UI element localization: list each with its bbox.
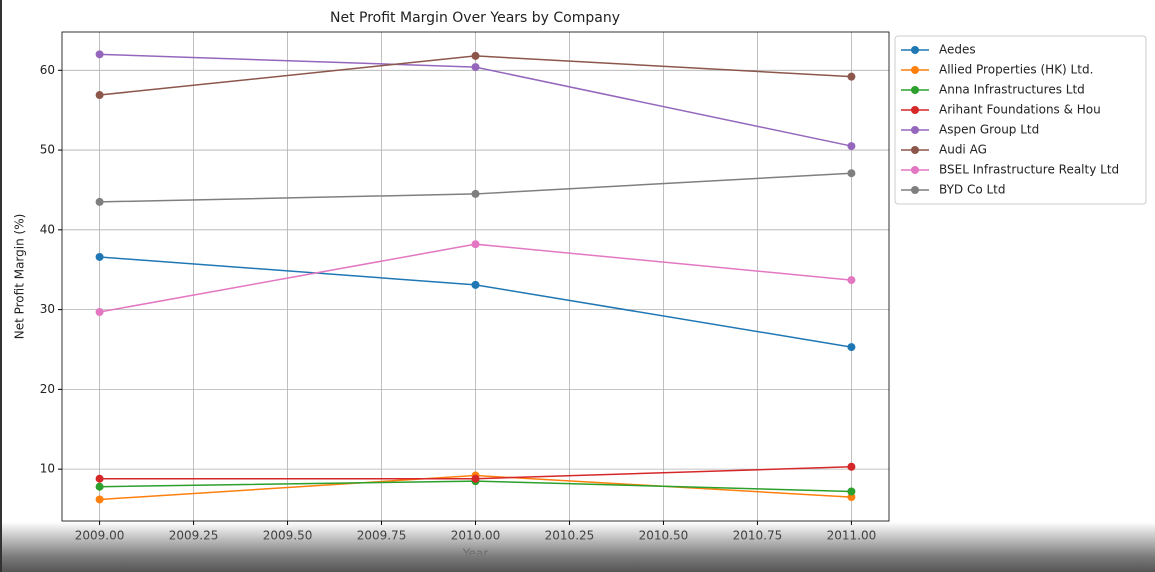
legend-label: Anna Infrastructures Ltd [939,83,1085,97]
legend-marker [911,46,919,54]
data-point [847,493,856,502]
x-tick-label: 2010.25 [545,529,595,543]
data-point [471,280,480,289]
data-point [95,50,104,59]
data-point [471,51,480,60]
data-point [847,462,856,471]
data-point [471,63,480,72]
legend-marker [911,106,919,114]
legend-marker [911,66,919,74]
data-point [847,487,856,496]
legend-marker [911,186,919,194]
data-point [847,276,856,285]
legend-label: BYD Co Ltd [939,183,1006,197]
legend-marker [911,126,919,134]
legend-label: BSEL Infrastructure Realty Ltd [939,163,1119,177]
x-tick-label: 2009.25 [169,529,219,543]
y-tick-label: 50 [40,143,55,157]
x-tick-label: 2009.75 [357,529,407,543]
legend-box [894,35,1147,205]
legend-marker [911,86,919,94]
legend-label: Aspen Group Ltd [939,123,1039,137]
chart-title: Net Profit Margin Over Years by Company [330,10,620,26]
legend-label: Arihant Foundations & Hou [939,103,1101,117]
data-point [95,91,104,100]
x-tick-label: 2010.75 [733,529,783,543]
data-point [471,240,480,249]
data-point [95,197,104,206]
window-edge [0,0,2,572]
y-tick-label: 30 [40,302,55,316]
y-tick-label: 20 [40,382,55,396]
y-tick-label: 10 [40,462,55,476]
y-tick-label: 60 [40,63,55,77]
y-tick-label: 40 [40,222,55,236]
data-point [95,252,104,261]
x-tick-label: 2010.50 [639,529,689,543]
legend-label: Audi AG [939,143,987,157]
data-point [847,343,856,352]
legend: Aedes Allied Properties (HK) Ltd. Anna Inf… [894,35,1147,205]
data-point [471,474,480,483]
y-axis-label: Net Profit Margin (%) [13,214,27,340]
plot-frame [61,31,890,522]
data-point [95,307,104,316]
legend-marker [911,166,919,174]
data-point [471,189,480,198]
x-tick-label: 2011.00 [827,529,877,543]
data-point [847,72,856,81]
data-point [95,495,104,504]
x-tick-label: 2010.00 [451,529,501,543]
x-tick-label: 2009.50 [263,529,313,543]
data-point [847,169,856,178]
data-point [847,142,856,151]
x-axis-label: Year [462,547,488,561]
legend-label: Aedes [939,43,976,57]
data-point [95,482,104,491]
legend-marker [911,146,919,154]
x-tick-label: 2009.00 [75,529,125,543]
legend-label: Allied Properties (HK) Ltd. [939,63,1093,77]
data-point [95,474,104,483]
